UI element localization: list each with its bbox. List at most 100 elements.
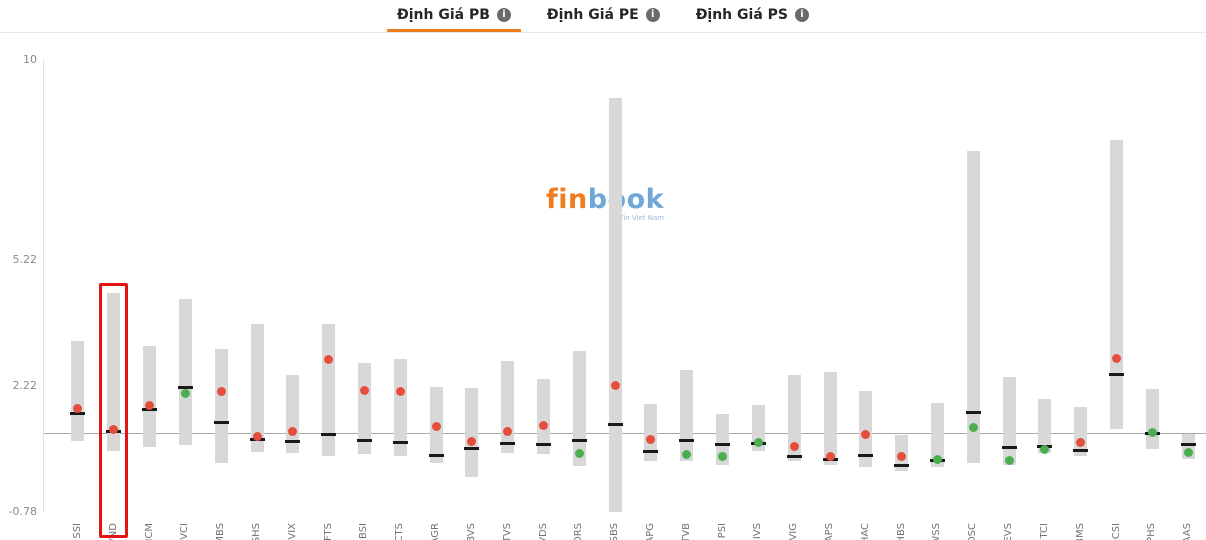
current-value-dot[interactable] — [861, 429, 871, 439]
y-axis-tick-label: 10 — [23, 53, 37, 66]
median-tick — [1180, 443, 1196, 446]
y-axis-tick-label: 2.22 — [12, 379, 38, 393]
current-value-dot[interactable] — [1040, 444, 1050, 454]
info-icon-pb[interactable]: i — [496, 7, 511, 22]
median-tick — [715, 443, 730, 447]
info-icon-pe[interactable]: i — [645, 7, 660, 22]
y-axis-tick-label: 5.22 — [12, 253, 38, 267]
logo-tagline: Fin Viet Nam — [619, 213, 665, 222]
median-tick — [786, 455, 802, 459]
current-value-dot[interactable] — [431, 422, 441, 432]
range-bar[interactable] — [966, 150, 980, 463]
range-bar[interactable] — [214, 348, 228, 464]
range-bar[interactable] — [465, 388, 479, 478]
median-tick — [213, 421, 229, 425]
current-value-dot[interactable] — [1112, 353, 1121, 363]
finbook-logo: finbook — [546, 185, 664, 215]
current-value-dot[interactable] — [503, 426, 513, 436]
current-value-dot[interactable] — [1183, 447, 1193, 457]
y-axis-tick-label: -0.78 — [8, 505, 37, 518]
tab-dinh-gia-pe[interactable]: Định Giá PE i — [537, 0, 670, 32]
info-icon-ps[interactable]: i — [794, 7, 809, 22]
range-bar[interactable] — [250, 323, 264, 452]
tab-dinh-gia-pb[interactable]: Định Giá PB i — [387, 0, 521, 32]
valuation-tabbar: Định Giá PB i Định Giá PE i Định Giá PS … — [0, 0, 1206, 33]
current-value-dot[interactable] — [252, 432, 262, 441]
current-value-dot[interactable] — [359, 385, 369, 395]
finbook-watermark: finbook Fin Viet Nam — [546, 185, 664, 222]
current-value-dot[interactable] — [646, 435, 656, 444]
current-value-dot[interactable] — [753, 437, 763, 447]
current-value-dot[interactable] — [1147, 427, 1157, 437]
logo-text-fin: fin — [546, 184, 588, 215]
median-tick — [894, 464, 910, 467]
median-tick — [858, 453, 874, 457]
median-tick — [285, 440, 301, 444]
current-value-dot[interactable] — [682, 449, 692, 459]
range-bar[interactable] — [322, 324, 336, 457]
range-bar[interactable] — [608, 97, 622, 512]
median-tick — [679, 438, 695, 442]
logo-text-book: book — [587, 184, 665, 215]
range-bar[interactable] — [680, 370, 694, 461]
range-bar[interactable] — [823, 372, 837, 465]
current-value-dot[interactable] — [574, 449, 584, 459]
range-bar[interactable] — [1110, 140, 1123, 430]
y-axis-line — [43, 60, 44, 512]
range-bar[interactable] — [393, 359, 407, 457]
reference-line — [44, 433, 1206, 435]
current-value-dot[interactable] — [467, 437, 477, 447]
current-value-dot[interactable] — [932, 455, 942, 465]
tab-label-ps: Định Giá PS — [695, 6, 788, 23]
current-value-dot[interactable] — [288, 427, 298, 437]
range-bar[interactable] — [1038, 398, 1052, 454]
range-bar[interactable] — [107, 292, 121, 452]
current-value-dot[interactable] — [825, 452, 835, 462]
current-value-dot[interactable] — [395, 386, 405, 396]
range-bar[interactable] — [71, 340, 85, 442]
range-bar[interactable] — [501, 361, 515, 454]
current-value-dot[interactable] — [897, 452, 907, 462]
range-bar[interactable] — [930, 402, 944, 467]
current-value-dot[interactable] — [968, 423, 978, 433]
current-value-dot[interactable] — [1004, 455, 1014, 465]
current-value-dot[interactable] — [109, 424, 119, 434]
range-bar[interactable] — [1002, 376, 1016, 465]
range-bar[interactable] — [716, 414, 729, 465]
current-value-dot[interactable] — [145, 401, 154, 411]
current-value-dot[interactable] — [610, 380, 620, 390]
median-tick — [571, 438, 587, 442]
median-tick — [356, 438, 372, 442]
pb-valuation-range-chart: finbook Fin Viet Nam 10 5.22 2.22 -0.78 SSI V… — [0, 33, 1206, 540]
range-bar[interactable] — [537, 378, 550, 455]
range-bar[interactable] — [572, 351, 586, 466]
highlight-box — [99, 282, 129, 538]
range-bar[interactable] — [143, 346, 156, 448]
current-value-dot[interactable] — [216, 386, 226, 396]
tab-dinh-gia-ps[interactable]: Định Giá PS i — [686, 0, 819, 32]
median-tick — [1073, 449, 1089, 453]
median-tick — [536, 443, 551, 447]
median-tick — [70, 412, 86, 415]
tab-label-pb: Định Giá PB — [397, 6, 490, 23]
range-bar[interactable] — [1145, 389, 1159, 450]
current-value-dot[interactable] — [539, 421, 548, 431]
range-bar[interactable] — [644, 403, 658, 461]
range-bar[interactable] — [859, 391, 873, 468]
median-tick — [428, 454, 444, 458]
range-bar[interactable] — [787, 374, 801, 462]
tab-label-pe: Định Giá PE — [546, 6, 639, 23]
median-tick — [965, 410, 981, 414]
range-bar[interactable] — [178, 299, 192, 445]
current-value-dot[interactable] — [718, 452, 727, 462]
current-value-dot[interactable] — [1076, 437, 1086, 447]
median-tick — [392, 440, 408, 444]
median-tick — [500, 442, 516, 446]
median-tick — [1109, 372, 1124, 376]
current-value-dot[interactable] — [73, 404, 83, 414]
range-bar[interactable] — [357, 362, 371, 455]
current-value-dot[interactable] — [324, 354, 334, 364]
current-value-dot[interactable] — [180, 388, 190, 398]
current-value-dot[interactable] — [789, 441, 799, 451]
